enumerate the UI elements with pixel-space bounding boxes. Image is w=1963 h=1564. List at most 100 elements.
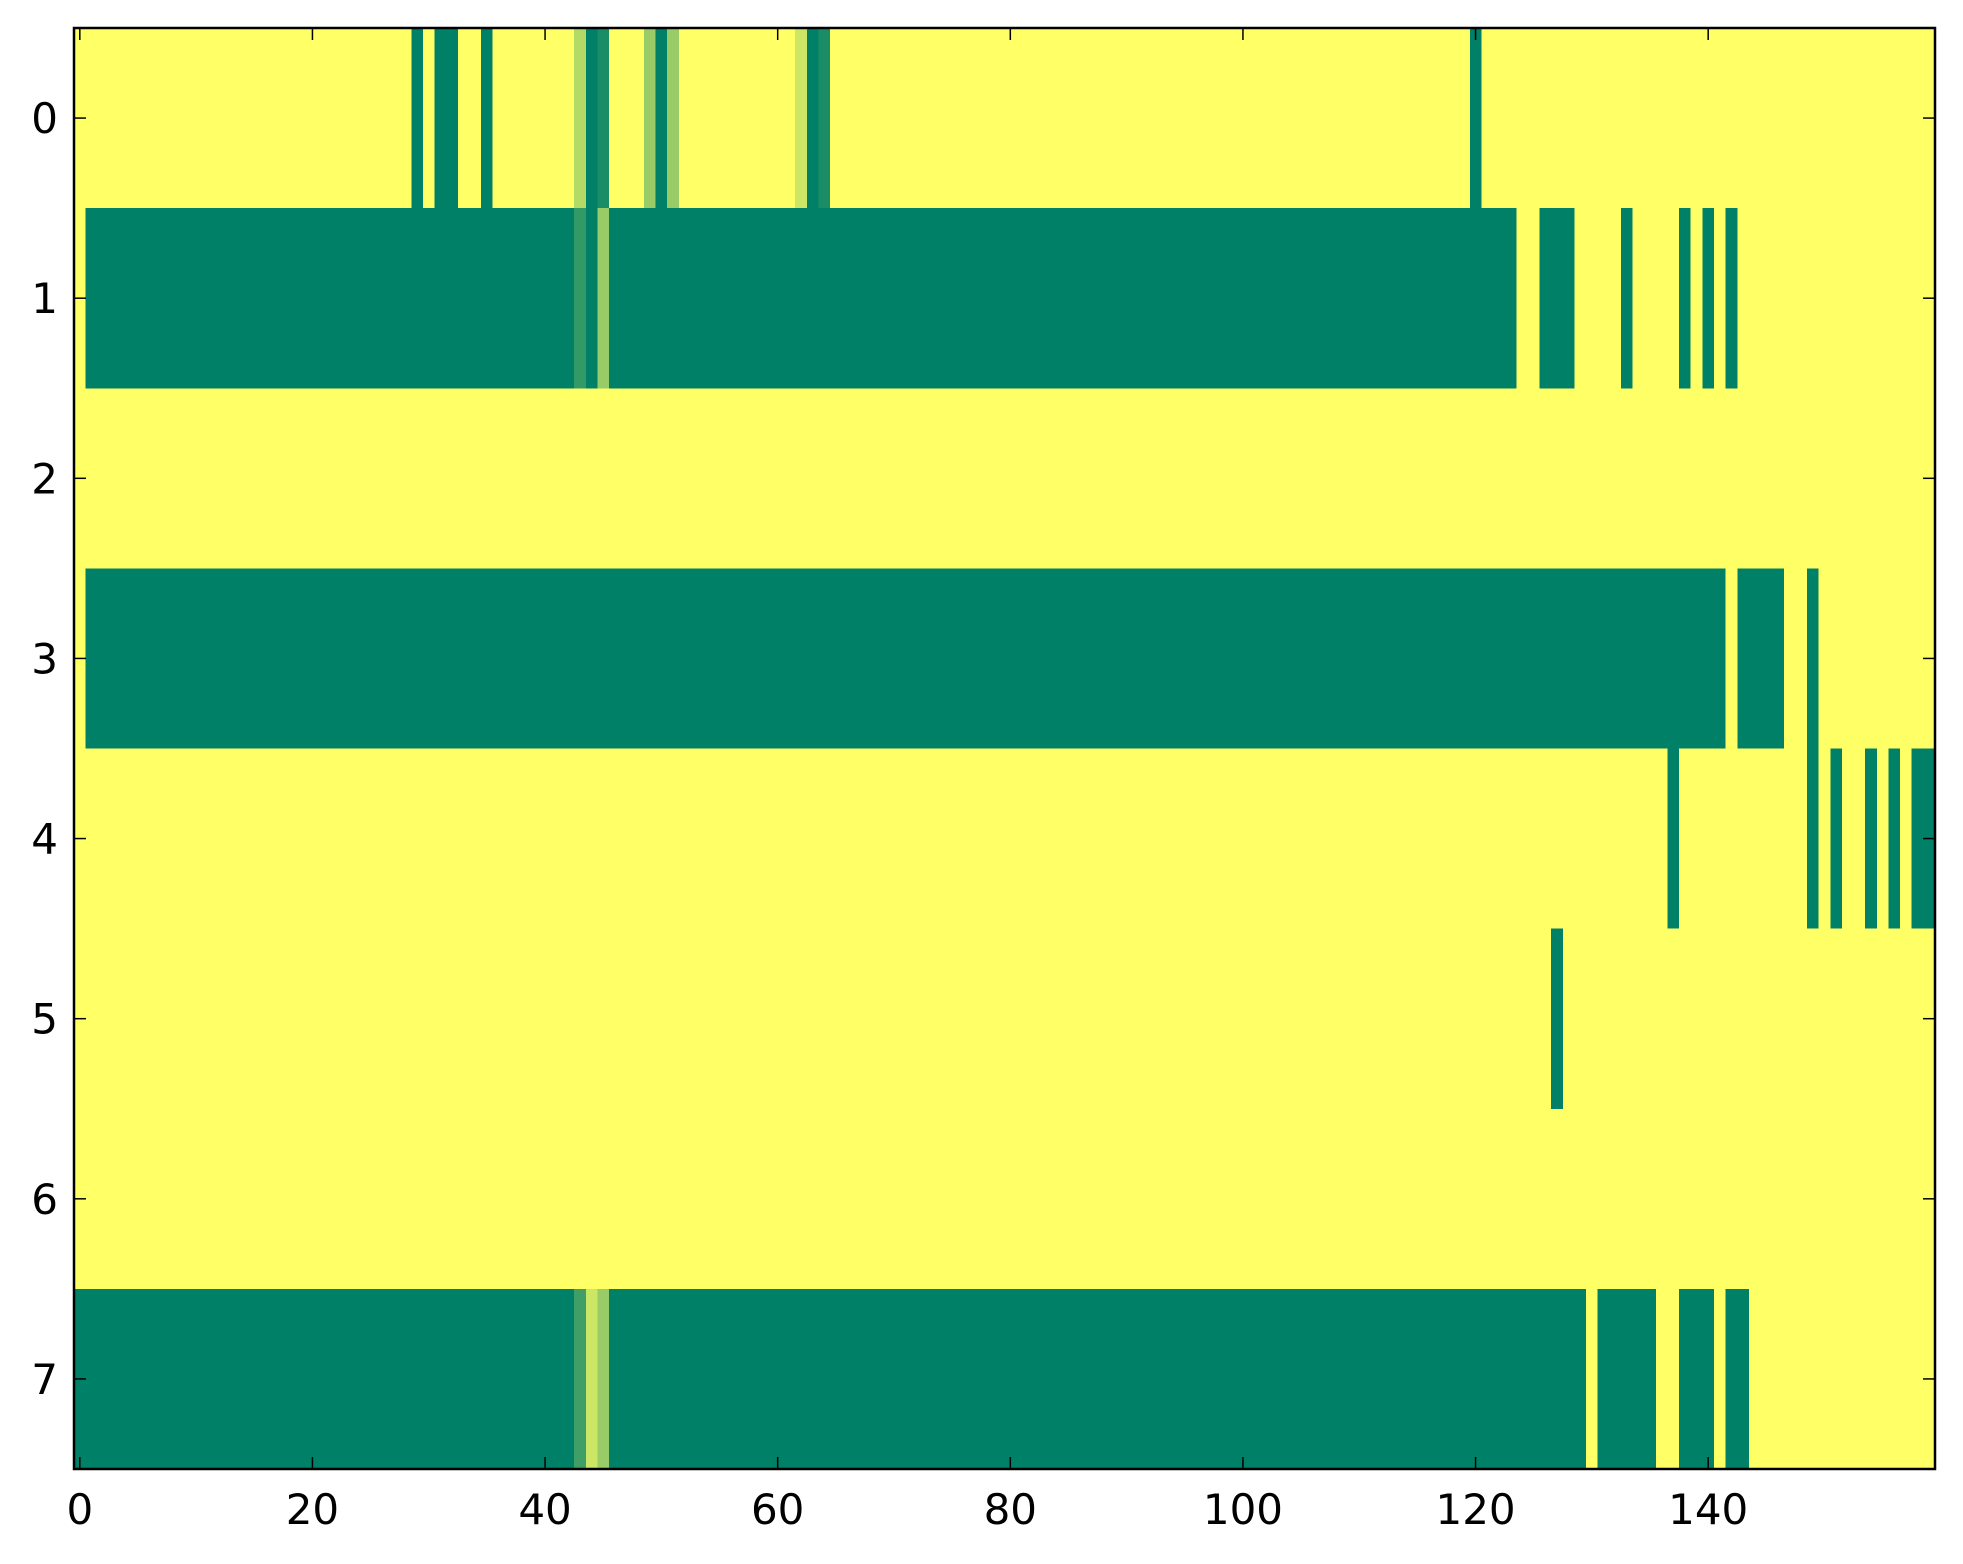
cell <box>899 28 913 209</box>
cell <box>225 208 238 389</box>
cell <box>469 28 482 209</box>
cell <box>1353 748 1366 930</box>
cell <box>376 568 389 750</box>
cell <box>1155 928 1168 1110</box>
cell <box>632 388 645 569</box>
cell <box>1493 568 1506 750</box>
cell <box>1481 28 1494 209</box>
cell <box>562 928 575 1110</box>
cell <box>271 568 284 750</box>
cell <box>364 568 378 750</box>
cell <box>725 208 738 389</box>
cell <box>376 388 389 569</box>
cell <box>1586 748 1599 930</box>
cell <box>1295 928 1308 1110</box>
cell <box>527 748 540 930</box>
cell <box>457 1108 471 1290</box>
cell <box>1562 1288 1576 1470</box>
cell <box>248 28 261 209</box>
cell <box>85 568 98 750</box>
cell <box>1388 1288 1401 1470</box>
cell <box>876 1288 889 1470</box>
cell <box>1120 208 1134 389</box>
cell <box>841 748 854 930</box>
cell <box>923 28 936 209</box>
cell <box>1260 208 1273 389</box>
cell <box>504 28 517 209</box>
cell <box>388 928 401 1110</box>
x-tick-label: 80 <box>984 1485 1037 1534</box>
cell <box>1655 928 1669 1110</box>
y-tick-label: 5 <box>31 995 58 1044</box>
cell <box>1888 928 1901 1110</box>
cell <box>481 208 494 389</box>
cell <box>1213 568 1227 750</box>
cell <box>388 748 401 930</box>
cell <box>1097 568 1110 750</box>
cell <box>1795 28 1808 209</box>
cell <box>318 748 331 930</box>
x-tick-label: 100 <box>1203 1485 1283 1534</box>
cell <box>899 1288 913 1470</box>
cell <box>132 28 145 209</box>
cell <box>1132 568 1145 750</box>
y-tick-label: 6 <box>31 1175 58 1224</box>
cell <box>597 748 610 930</box>
cell <box>1841 1288 1855 1470</box>
cell <box>1016 568 1029 750</box>
cell <box>1039 388 1052 569</box>
cell <box>155 28 168 209</box>
cell <box>969 388 982 569</box>
cell <box>609 28 622 209</box>
cell <box>1493 208 1506 389</box>
cell <box>108 928 122 1110</box>
cell <box>760 208 773 389</box>
cell <box>1411 568 1424 750</box>
cell <box>1725 1108 1738 1290</box>
cell <box>1190 208 1203 389</box>
cell <box>1051 388 1064 569</box>
cell <box>1434 28 1448 209</box>
cell <box>515 748 529 930</box>
cell <box>574 1108 587 1290</box>
cell <box>841 208 854 389</box>
cell <box>981 568 994 750</box>
cell <box>1574 1288 1587 1470</box>
cell <box>841 568 854 750</box>
cell <box>1074 208 1087 389</box>
cell <box>830 748 843 930</box>
cell <box>1074 928 1087 1110</box>
cell <box>1702 568 1715 750</box>
cell <box>318 1288 331 1470</box>
cell <box>1841 928 1855 1110</box>
cell <box>1365 208 1378 389</box>
cell <box>632 748 645 930</box>
cell <box>620 1288 633 1470</box>
cell <box>1283 388 1296 569</box>
cell <box>1911 1288 1924 1470</box>
cell <box>1551 568 1564 750</box>
cell <box>294 568 308 750</box>
cell <box>1272 1288 1285 1470</box>
cell <box>1272 748 1285 930</box>
cell <box>1353 1108 1366 1290</box>
cell <box>1527 748 1541 930</box>
cell <box>1714 1288 1727 1470</box>
cell <box>1365 28 1378 209</box>
cell <box>1109 208 1122 389</box>
cell <box>248 208 261 389</box>
cell <box>1260 928 1273 1110</box>
cell <box>1493 388 1506 569</box>
cell <box>1679 568 1692 750</box>
cell <box>1248 28 1261 209</box>
x-tick-label: 40 <box>518 1485 571 1534</box>
cell <box>1016 28 1029 209</box>
cell <box>201 928 215 1110</box>
cell <box>795 1108 808 1290</box>
cell <box>1516 1108 1529 1290</box>
cell <box>120 748 133 930</box>
cell <box>132 1288 145 1470</box>
cell <box>1004 208 1017 389</box>
cell <box>411 928 424 1110</box>
cell <box>1853 1108 1866 1290</box>
